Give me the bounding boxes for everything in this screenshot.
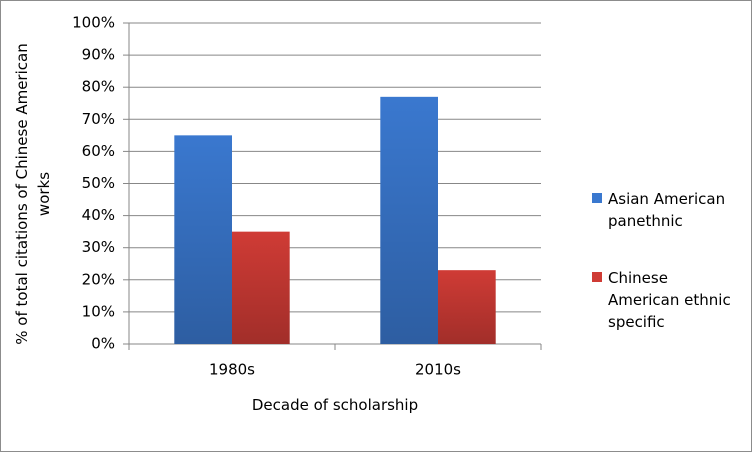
y-tick-label: 50% <box>82 174 115 192</box>
y-tick-label: 30% <box>82 238 115 256</box>
y-tick-label: 60% <box>82 142 115 160</box>
y-tick-label: 80% <box>82 78 115 96</box>
y-tick-label: 20% <box>82 270 115 288</box>
y-tick-label: 70% <box>82 110 115 128</box>
y-tick-label: 90% <box>82 46 115 64</box>
legend-swatch <box>592 272 602 282</box>
y-tick-label: 40% <box>82 206 115 224</box>
x-axis-title: Decade of scholarship <box>251 396 419 414</box>
legend-label: Asian American panethnic <box>608 190 726 230</box>
y-tick-label: 100% <box>72 14 115 32</box>
x-tick-label: 2010s <box>415 361 461 379</box>
y-tick-label: 10% <box>82 302 115 320</box>
x-tick-label: 1980s <box>209 361 255 379</box>
bar <box>232 231 290 344</box>
y-axis-title: % of total citations of Chinese American… <box>13 43 53 345</box>
legend-swatch <box>592 193 602 203</box>
bar <box>380 96 438 344</box>
y-tick-label: 0% <box>91 335 115 353</box>
legend-label: Chinese American ethnic specific <box>608 269 731 331</box>
bar <box>174 135 232 344</box>
bar <box>438 270 496 344</box>
